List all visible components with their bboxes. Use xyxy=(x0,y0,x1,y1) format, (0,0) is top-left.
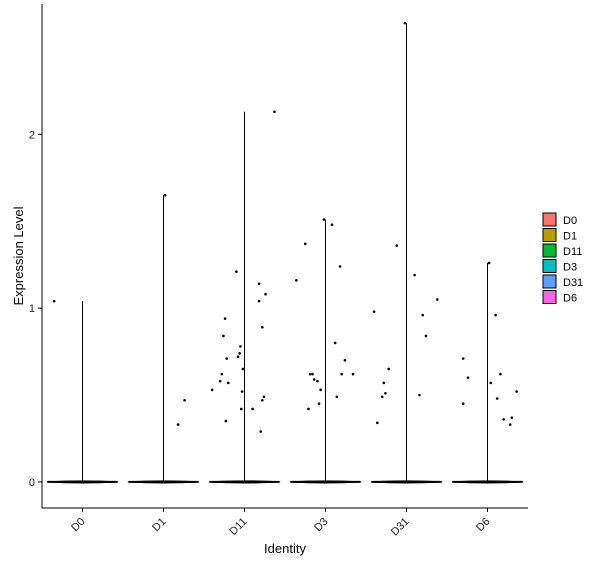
data-point-D31-3 xyxy=(382,381,386,385)
data-point-D11-14 xyxy=(241,367,245,371)
data-point-D11-2 xyxy=(220,372,224,376)
data-point-D6-5 xyxy=(494,313,497,317)
data-point-D3-5 xyxy=(312,378,316,381)
data-point-D6-3 xyxy=(487,261,491,265)
axes: 0 1 2 D0 D1 D11 D3 D31 D6 xyxy=(29,4,528,538)
data-point-D1-2 xyxy=(183,398,186,402)
data-point-D11-16 xyxy=(257,282,261,286)
legend-label-D1: D1 xyxy=(563,231,577,243)
data-point-D3-9 xyxy=(322,218,326,221)
data-point-D6-4 xyxy=(489,381,493,385)
x-tick-label-D0: D0 xyxy=(69,516,87,534)
data-point-D31-5 xyxy=(387,367,390,371)
data-point-D31-8 xyxy=(413,273,416,277)
data-point-D3-16 xyxy=(351,372,355,376)
legend-label-D3: D3 xyxy=(563,262,577,274)
x-tick-label-D6: D6 xyxy=(474,516,492,534)
x-tick-label-D1: D1 xyxy=(150,516,168,534)
data-point-D6-9 xyxy=(508,423,512,426)
plot-area xyxy=(46,21,524,484)
data-point-D11-6 xyxy=(227,381,230,385)
data-point-D3-10 xyxy=(330,223,334,227)
y-tick-label-2: 2 xyxy=(29,129,35,141)
data-point-D3-11 xyxy=(333,341,337,345)
data-point-D6-11 xyxy=(515,390,518,393)
legend: D0 D1 D11 D3 D31 D6 xyxy=(542,212,583,305)
data-point-D3-15 xyxy=(343,358,347,362)
data-point-D31-7 xyxy=(403,21,407,25)
data-point-D6-7 xyxy=(499,372,502,376)
data-point-D3-7 xyxy=(317,402,321,406)
data-point-D11-11 xyxy=(239,345,242,348)
data-point-D11-12 xyxy=(239,407,243,411)
data-point-D6-10 xyxy=(510,416,514,419)
legend-key-D0 xyxy=(542,212,557,227)
data-point-D11-9 xyxy=(236,355,240,359)
data-point-D11-18 xyxy=(259,430,263,433)
legend-key-D31 xyxy=(542,274,557,289)
x-tick-label-D3: D3 xyxy=(312,516,330,534)
y-tick-label-0: 0 xyxy=(29,477,35,489)
data-point-D11-3 xyxy=(222,334,225,338)
legend-key-D3 xyxy=(542,259,557,273)
data-point-D3-2 xyxy=(307,407,310,411)
data-point-D3-6 xyxy=(316,379,319,383)
data-point-D31-9 xyxy=(418,393,421,397)
data-point-D3-4 xyxy=(311,372,314,376)
legend-key-D1 xyxy=(542,228,557,242)
data-point-D31-12 xyxy=(435,298,439,301)
legend-key-D6 xyxy=(542,290,557,304)
data-point-D11-0 xyxy=(210,388,214,392)
data-point-D11-22 xyxy=(264,292,267,296)
data-point-D3-3 xyxy=(308,372,312,376)
data-point-D31-10 xyxy=(421,313,425,317)
data-point-D3-0 xyxy=(295,279,298,282)
data-point-D11-23 xyxy=(273,110,276,114)
data-point-D3-13 xyxy=(338,265,342,268)
data-point-D11-4 xyxy=(223,317,227,320)
x-axis-title: Identity xyxy=(264,541,306,556)
data-point-D11-5 xyxy=(225,357,228,360)
legend-label-D11: D11 xyxy=(563,246,582,258)
data-point-D11-17 xyxy=(257,299,261,303)
data-point-D11-20 xyxy=(261,398,264,402)
legend-label-D31: D31 xyxy=(563,277,583,289)
x-tick-label-D31: D31 xyxy=(389,516,412,539)
data-point-D31-0 xyxy=(372,310,376,313)
data-point-D6-6 xyxy=(495,397,499,400)
data-point-D31-1 xyxy=(376,421,379,425)
data-point-D11-7 xyxy=(224,419,228,423)
legend-key-D11 xyxy=(542,243,557,258)
data-point-D1-0 xyxy=(163,193,167,197)
data-point-D6-8 xyxy=(502,418,506,421)
data-point-D11-8 xyxy=(235,270,238,273)
data-point-D6-2 xyxy=(466,376,470,379)
legend-label-D6: D6 xyxy=(563,293,577,305)
data-point-D3-1 xyxy=(303,242,307,246)
y-tick-label-1: 1 xyxy=(29,303,35,315)
data-point-D3-8 xyxy=(319,388,322,392)
data-point-D11-19 xyxy=(261,325,264,329)
data-point-D11-21 xyxy=(262,395,266,399)
y-axis-title: Expression Level xyxy=(11,206,26,305)
data-point-D31-6 xyxy=(395,244,399,247)
data-point-D6-0 xyxy=(461,357,465,360)
data-point-D0-0 xyxy=(52,299,56,303)
data-point-D31-4 xyxy=(384,391,387,395)
legend-label-D0: D0 xyxy=(563,215,577,227)
data-point-D31-2 xyxy=(380,395,384,399)
data-point-D6-1 xyxy=(461,402,465,406)
x-tick-label-D11: D11 xyxy=(227,516,249,538)
data-point-D11-10 xyxy=(238,352,241,355)
data-point-D11-13 xyxy=(240,390,244,393)
data-point-D3-14 xyxy=(340,372,344,376)
data-point-D11-1 xyxy=(218,379,222,383)
data-point-D1-1 xyxy=(176,423,180,426)
data-point-D3-12 xyxy=(335,395,339,399)
data-point-D11-15 xyxy=(251,407,254,411)
data-point-D31-11 xyxy=(424,334,428,338)
